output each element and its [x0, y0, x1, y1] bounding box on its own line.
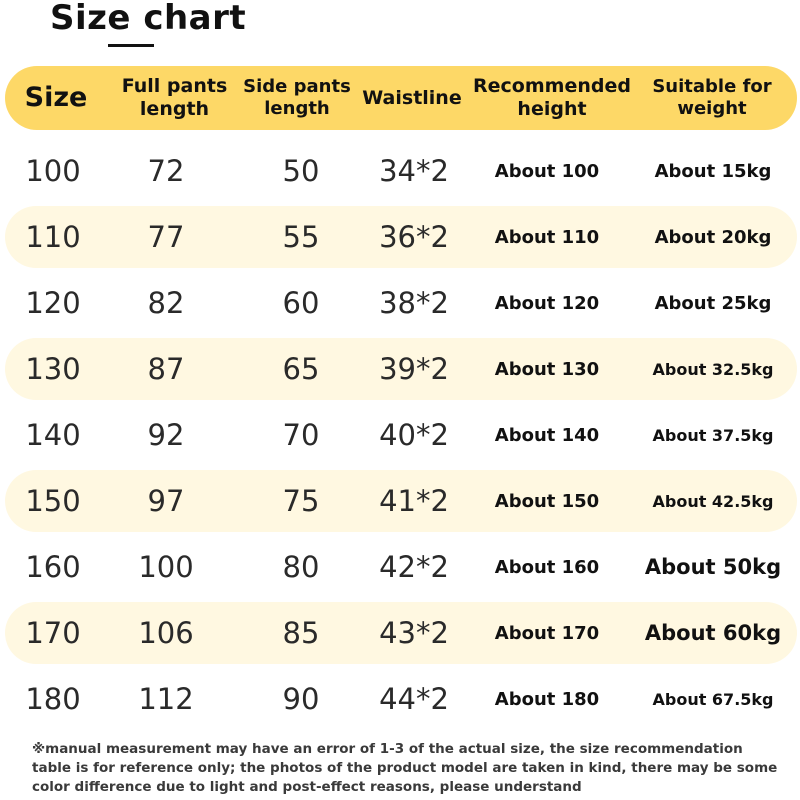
cell-side-pants-length: 65	[282, 352, 320, 386]
cell-size: 130	[25, 352, 81, 386]
title-underline	[108, 44, 154, 47]
cell-side-pants-length: 70	[282, 418, 320, 452]
cell-recommended-height: About 160	[494, 556, 600, 578]
cell-full-pants-length: 112	[138, 682, 194, 716]
cell-waistline: 43*2	[379, 616, 449, 650]
disclaimer-note: ※manual measurement may have an error of…	[32, 741, 778, 795]
cell-waistline: 36*2	[379, 220, 449, 254]
cell-waistline: 38*2	[379, 286, 449, 320]
cell-recommended-height: About 140	[494, 424, 600, 446]
cell-full-pants-length: 92	[147, 418, 185, 452]
cell-recommended-height: About 100	[494, 160, 600, 182]
table-row: 160 100 80 42*2 About 160 About 50kg	[0, 536, 800, 598]
cell-full-pants-length: 82	[147, 286, 185, 320]
cell-size: 100	[25, 154, 81, 188]
cell-side-pants-length: 75	[282, 484, 320, 518]
table-row: 130 87 65 39*2 About 130 About 32.5kg	[5, 338, 797, 400]
cell-suitable-weight: About 20kg	[654, 226, 772, 248]
cell-recommended-height: About 120	[494, 292, 600, 314]
cell-recommended-height: About 110	[494, 226, 600, 248]
cell-size: 110	[25, 220, 81, 254]
table-row: 170 106 85 43*2 About 170 About 60kg	[5, 602, 797, 664]
cell-full-pants-length: 72	[147, 154, 185, 188]
table-header: Size Full pants length Side pants length…	[5, 66, 797, 130]
cell-recommended-height: About 150	[494, 490, 600, 512]
cell-suitable-weight: About 67.5kg	[652, 689, 774, 709]
cell-suitable-weight: About 32.5kg	[652, 359, 774, 379]
cell-size: 170	[25, 616, 81, 650]
table-row: 120 82 60 38*2 About 120 About 25kg	[0, 272, 800, 334]
cell-recommended-height: About 180	[494, 688, 600, 710]
table-row: 140 92 70 40*2 About 140 About 37.5kg	[0, 404, 800, 466]
table-row: 180 112 90 44*2 About 180 About 67.5kg	[0, 668, 800, 730]
cell-suitable-weight: About 42.5kg	[652, 491, 774, 511]
cell-side-pants-length: 90	[282, 682, 320, 716]
cell-size: 160	[25, 550, 81, 584]
header-recommended-height: Recommended height	[473, 75, 631, 120]
page-title: Size chart	[50, 0, 247, 38]
cell-recommended-height: About 170	[494, 622, 600, 644]
cell-suitable-weight: About 60kg	[644, 621, 782, 645]
cell-recommended-height: About 130	[494, 358, 600, 380]
cell-side-pants-length: 60	[282, 286, 320, 320]
table-row: 100 72 50 34*2 About 100 About 15kg	[0, 140, 800, 202]
cell-side-pants-length: 55	[282, 220, 320, 254]
table-row: 150 97 75 41*2 About 150 About 42.5kg	[5, 470, 797, 532]
cell-full-pants-length: 106	[138, 616, 194, 650]
cell-waistline: 40*2	[379, 418, 449, 452]
cell-waistline: 41*2	[379, 484, 449, 518]
cell-waistline: 39*2	[379, 352, 449, 386]
cell-full-pants-length: 97	[147, 484, 185, 518]
cell-waistline: 34*2	[379, 154, 449, 188]
cell-side-pants-length: 85	[282, 616, 320, 650]
cell-suitable-weight: About 37.5kg	[652, 425, 774, 445]
cell-waistline: 42*2	[379, 550, 449, 584]
cell-side-pants-length: 80	[282, 550, 320, 584]
cell-side-pants-length: 50	[282, 154, 320, 188]
cell-size: 140	[25, 418, 81, 452]
cell-full-pants-length: 87	[147, 352, 185, 386]
cell-full-pants-length: 100	[138, 550, 194, 584]
cell-size: 150	[25, 484, 81, 518]
header-waistline: Waistline	[362, 86, 462, 109]
cell-full-pants-length: 77	[147, 220, 185, 254]
cell-suitable-weight: About 25kg	[654, 292, 772, 314]
cell-suitable-weight: About 15kg	[654, 160, 772, 182]
header-size: Size	[24, 81, 88, 113]
header-full-pants-length: Full pants length	[121, 75, 228, 120]
header-suitable-weight: Suitable for weight	[652, 76, 772, 119]
cell-size: 180	[25, 682, 81, 716]
cell-size: 120	[25, 286, 81, 320]
header-side-pants-length: Side pants length	[243, 76, 351, 119]
cell-waistline: 44*2	[379, 682, 449, 716]
cell-suitable-weight: About 50kg	[644, 555, 782, 579]
table-row: 110 77 55 36*2 About 110 About 20kg	[5, 206, 797, 268]
